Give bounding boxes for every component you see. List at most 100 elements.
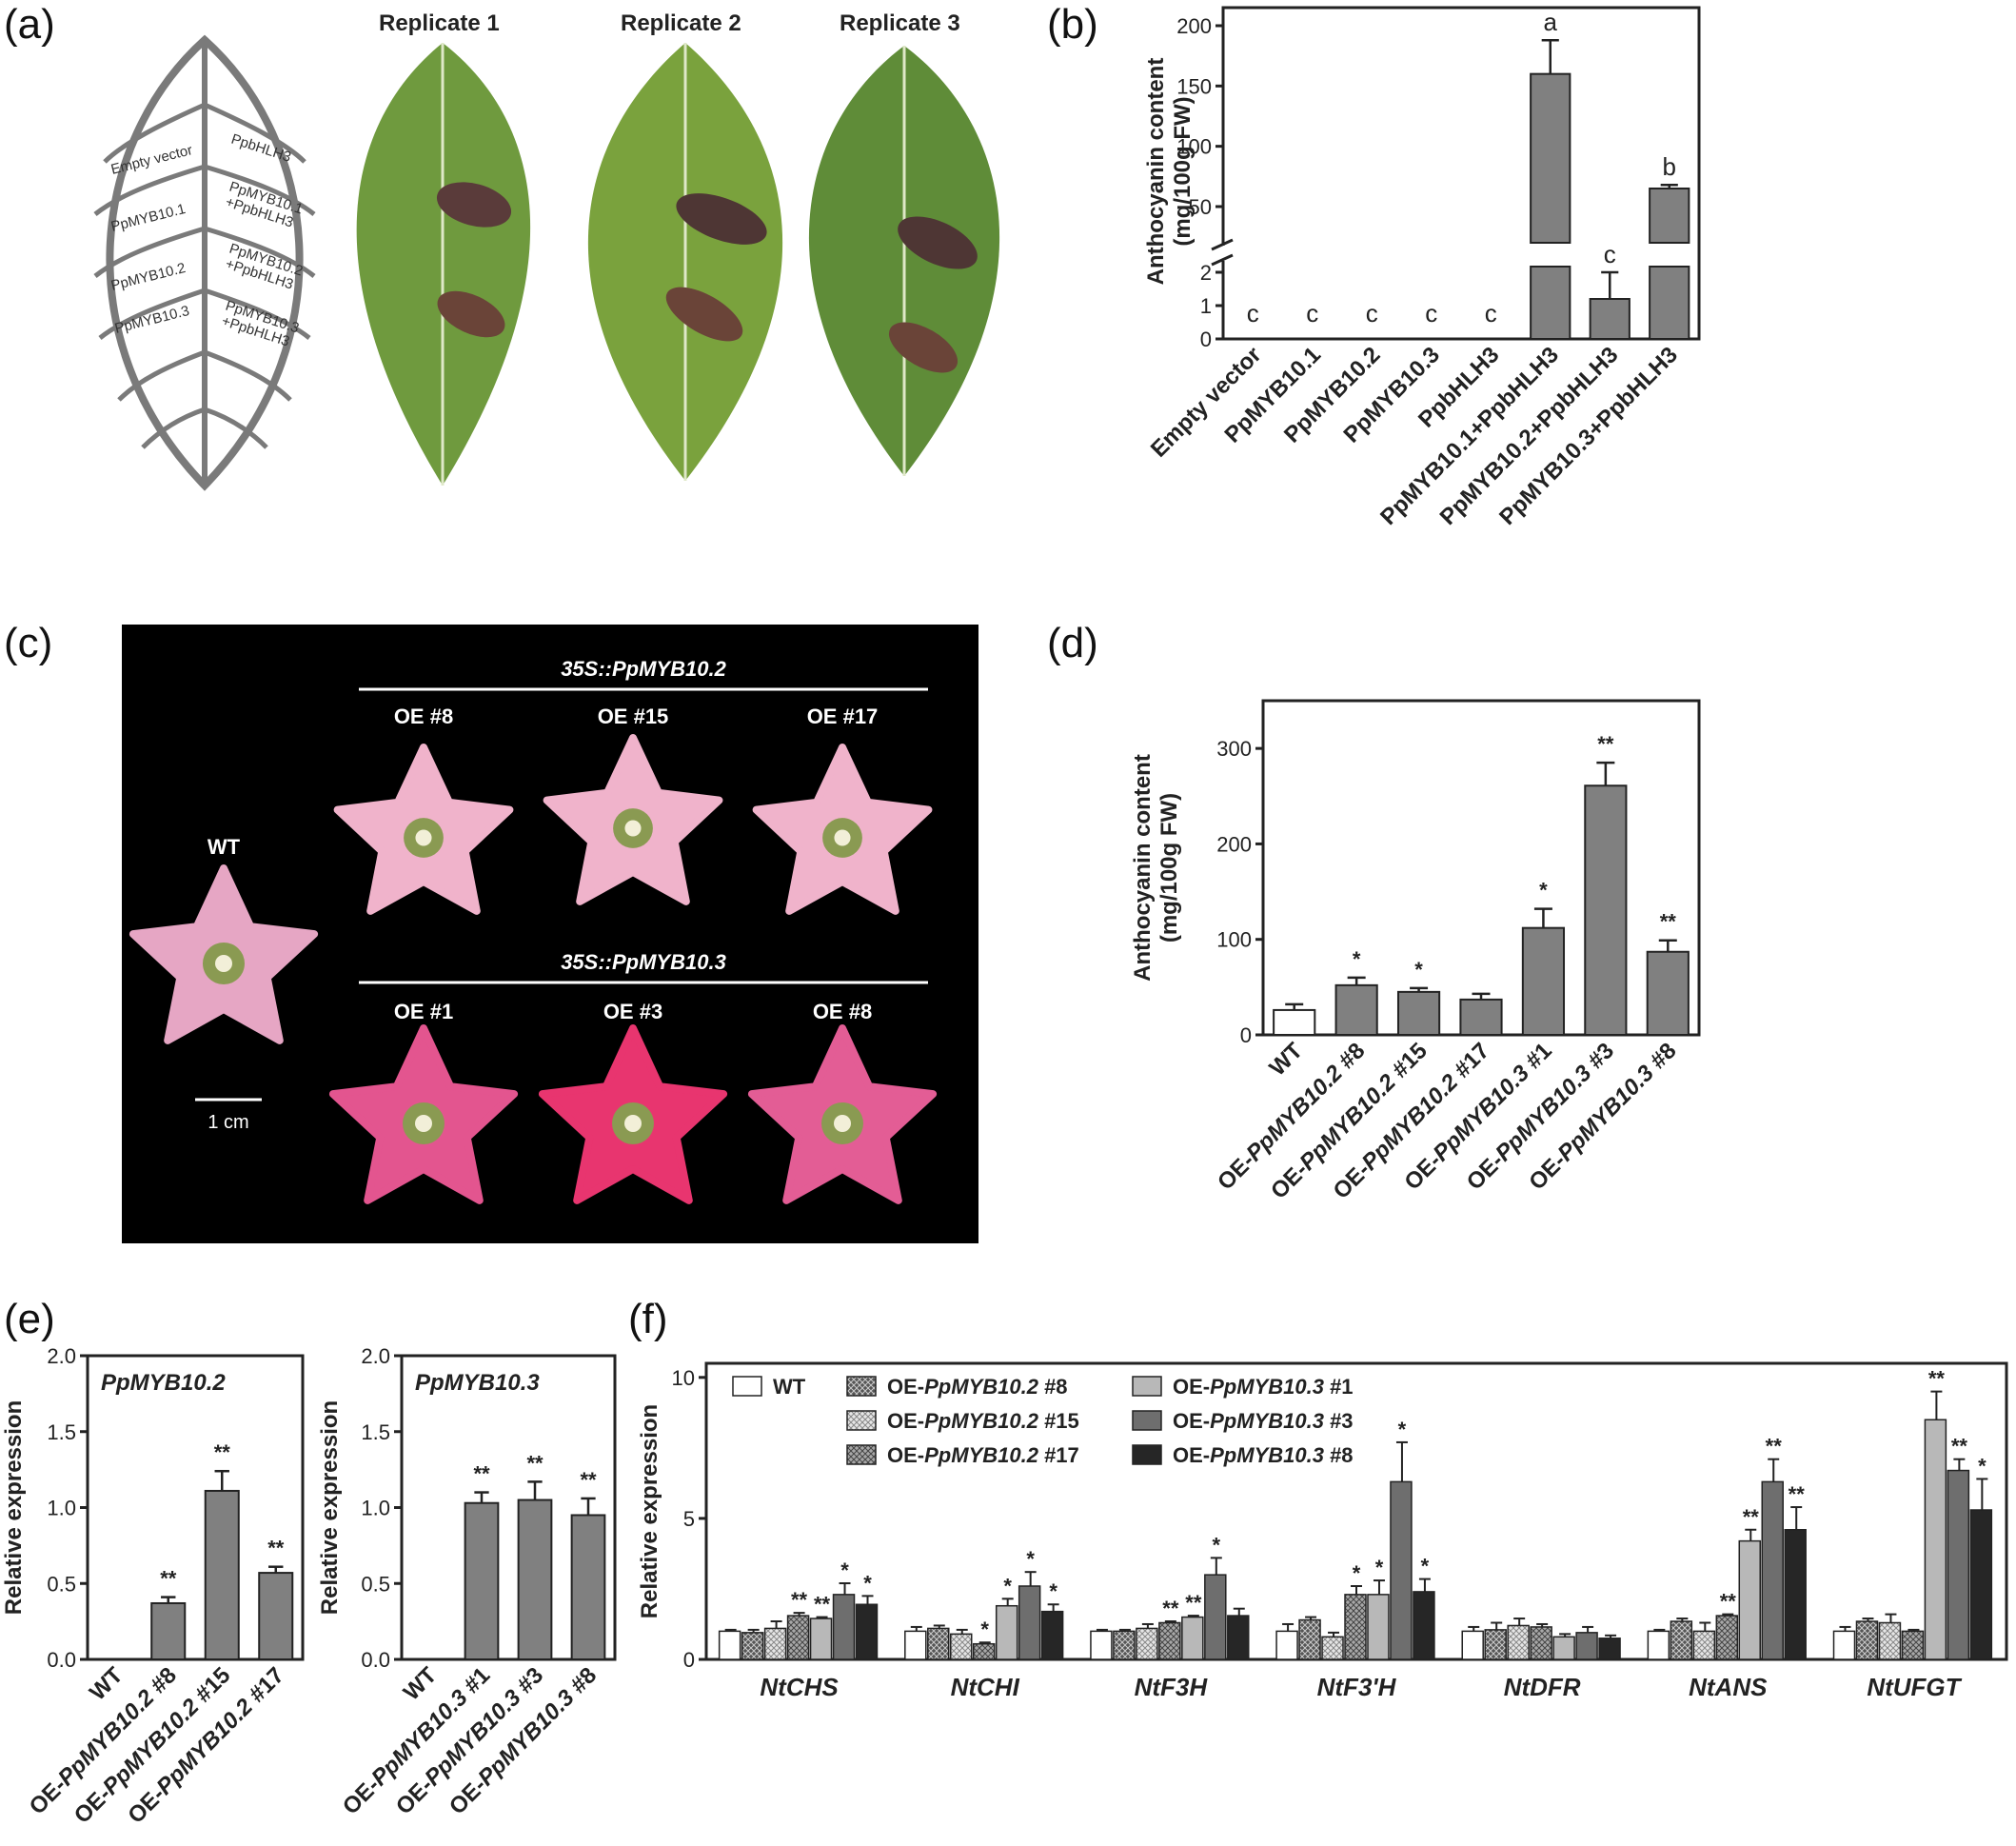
bar-ntdfr-oe-ppmyb10-3-8 — [1598, 1638, 1621, 1660]
panel-label-e: (e) — [4, 1296, 55, 1342]
significance-mark: * — [1539, 879, 1548, 903]
significance-letter: a — [1544, 8, 1558, 36]
legend-label: OE-PpMYB10.2 #17 — [887, 1443, 1079, 1467]
legend-swatch — [1132, 1376, 1162, 1397]
legend-label: OE-PpMYB10.2 #8 — [887, 1375, 1068, 1399]
flower-row1-2 — [543, 734, 723, 905]
bar-ntdfr-oe-ppmyb10-3-1 — [1552, 1636, 1575, 1660]
leaf-schematic: Empty vector PpMYB10.1 PpMYB10.2 PpMYB10… — [93, 34, 316, 491]
chart-title: PpMYB10.3 — [415, 1370, 540, 1396]
legend-prefix: OE- — [1173, 1409, 1210, 1433]
y-tick-label: 0.5 — [361, 1572, 390, 1596]
legend-prefix: WT — [773, 1375, 806, 1399]
significance-letter: c — [1604, 240, 1616, 268]
bar-ppmyb10-3-ppbhlh3-upper — [1649, 188, 1690, 244]
significance-mark: * — [1398, 1418, 1407, 1441]
significance-letter: c — [1425, 299, 1437, 328]
panel-label-a: (a) — [4, 1, 55, 48]
significance-mark: * — [1213, 1533, 1221, 1557]
row2-label-2: OE #3 — [603, 1000, 662, 1023]
bar-ntchi-oe-ppmyb10-3-8 — [1040, 1610, 1064, 1660]
legend-swatch — [846, 1410, 877, 1431]
y-tick-label: 0 — [1240, 1023, 1252, 1047]
significance-letter: c — [1366, 299, 1378, 328]
bar-oe-ppmyb10-2-8 — [150, 1601, 187, 1660]
row1-label-2: OE #15 — [598, 705, 669, 728]
significance-letter: c — [1247, 299, 1259, 328]
flower-row2-2 — [538, 1024, 728, 1204]
significance-mark: * — [1353, 947, 1361, 971]
bar-ntf3-h-oe-ppmyb10-3-1 — [1367, 1594, 1390, 1660]
significance-mark: * — [1421, 1555, 1430, 1578]
legend-label: OE-PpMYB10.3 #1 — [1173, 1375, 1354, 1399]
y-axis-label: Relative expression — [1, 1400, 27, 1615]
y-axis-label: Relative expression — [637, 1404, 662, 1618]
bar-ppmyb10-1-ppbhlh3-lower — [1530, 266, 1571, 340]
x-tick-label-ntans: NtANS — [1689, 1673, 1768, 1701]
significance-letter: c — [1306, 299, 1318, 328]
y-axis-label: Relative expression — [317, 1400, 343, 1615]
significance-mark: ** — [473, 1462, 490, 1486]
plot-frame — [1221, 6, 1701, 341]
row1-label-3: OE #17 — [807, 705, 879, 728]
bar-ntufgt-oe-ppmyb10-3-1 — [1924, 1419, 1947, 1660]
flower-row2-1-anthers — [415, 1115, 432, 1132]
replicate-3-label: Replicate 3 — [840, 10, 960, 36]
bar-ntans-oe-ppmyb10-3-1 — [1738, 1539, 1761, 1660]
bar-ntchi-oe-ppmyb10-2-17 — [972, 1642, 996, 1660]
bar-ntufgt-oe-ppmyb10-2-15 — [1878, 1621, 1902, 1660]
x-tick-label-ntchi: NtCHI — [951, 1673, 1020, 1701]
flower-row2-1 — [328, 1024, 519, 1204]
significance-mark: * — [1353, 1561, 1361, 1585]
plot-frame — [1261, 699, 1701, 1037]
significance-mark: ** — [1743, 1505, 1760, 1529]
x-tick-label-ntufgt: NtUFGT — [1867, 1673, 1962, 1701]
bar-wt — [1273, 1008, 1316, 1036]
legend-label: OE-PpMYB10.3 #8 — [1173, 1443, 1354, 1467]
bar-ntans-oe-ppmyb10-3-8 — [1784, 1529, 1807, 1660]
bar-oe-ppmyb10-3-3 — [517, 1499, 553, 1661]
bar-ntf3h-oe-ppmyb10-3-1 — [1181, 1616, 1204, 1660]
y-tick-label: 10 — [672, 1366, 695, 1390]
significance-mark: ** — [1162, 1597, 1179, 1620]
flower-row1-1 — [333, 744, 514, 915]
bar-ntchs-wt — [718, 1630, 741, 1660]
significance-mark: ** — [1597, 732, 1614, 756]
bar-oe-ppmyb10-2-8 — [1334, 983, 1378, 1037]
scale-label: 1 cm — [208, 1112, 248, 1133]
legend-suffix: #8 — [1324, 1443, 1354, 1467]
axis-break-mark — [1211, 253, 1234, 267]
bar-ntf3-h-oe-ppmyb10-3-8 — [1413, 1591, 1435, 1660]
x-tick-label: WT — [85, 1662, 128, 1706]
significance-mark: ** — [526, 1451, 544, 1475]
bar-ntf3-h-oe-ppmyb10-3-3 — [1390, 1480, 1413, 1660]
legend-suffix: #1 — [1324, 1375, 1354, 1399]
significance-mark: ** — [214, 1440, 231, 1464]
legend-gene: PpMYB10.2 — [924, 1443, 1039, 1467]
legend-gene: PpMYB10.3 — [1210, 1375, 1324, 1399]
chart-e2: 0.0 0.5 1.0 1.5 2.0 Relative expression PpMYB1… — [317, 1344, 617, 1819]
legend-prefix: OE- — [1173, 1443, 1210, 1467]
y-axis-label: Anthocyanin content — [1143, 58, 1169, 286]
bar-ntans-oe-ppmyb10-2-15 — [1692, 1630, 1716, 1660]
y-tick-label: 1.0 — [361, 1497, 390, 1520]
significance-mark: * — [863, 1571, 872, 1595]
legend-suffix: #15 — [1038, 1409, 1079, 1433]
significance-mark: * — [1003, 1574, 1012, 1598]
bar-ntufgt-oe-ppmyb10-2-8 — [1855, 1620, 1879, 1660]
legend-label: OE-PpMYB10.2 #15 — [887, 1409, 1079, 1433]
bar-ntchs-oe-ppmyb10-2-15 — [763, 1627, 787, 1660]
bar-ntans-oe-ppmyb10-3-3 — [1761, 1480, 1784, 1660]
legend-prefix: OE- — [1173, 1375, 1210, 1399]
y-tick-label: 1.5 — [47, 1420, 76, 1444]
bar-ntf3h-oe-ppmyb10-2-15 — [1136, 1627, 1158, 1660]
x-tick-label: WT — [1264, 1038, 1308, 1082]
panel-label-c: (c) — [4, 620, 52, 666]
bar-ntchs-oe-ppmyb10-3-1 — [809, 1618, 833, 1660]
significance-mark: ** — [267, 1537, 285, 1560]
significance-mark: ** — [1951, 1435, 1968, 1459]
legend-prefix: OE- — [887, 1375, 924, 1399]
y-tick-label: 50 — [1189, 195, 1212, 219]
bar-ntf3h-oe-ppmyb10-2-17 — [1158, 1621, 1181, 1660]
legend-swatch — [1132, 1444, 1162, 1465]
